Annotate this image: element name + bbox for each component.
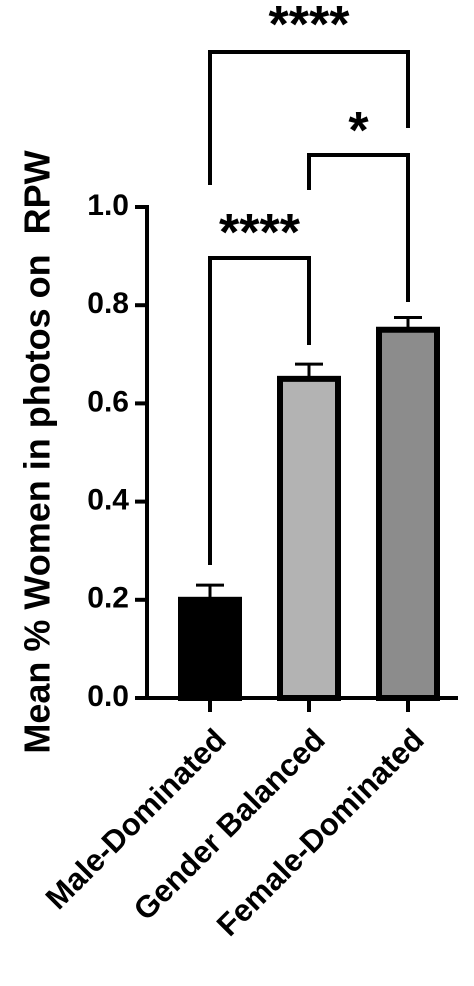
x-tick-label: Male-Dominated	[39, 722, 233, 916]
y-axis-label: Mean % Women in photos on RPW	[17, 150, 58, 753]
y-tick-label: 0.6	[87, 385, 129, 418]
y-tick-label: 0.2	[87, 582, 129, 615]
significance-bracket	[208, 50, 410, 185]
significance-bracket	[307, 153, 410, 302]
bar	[277, 375, 341, 701]
y-tick-label: 0.0	[87, 680, 129, 713]
bar	[376, 326, 440, 701]
bar	[178, 596, 242, 701]
y-tick-label: 1.0	[87, 189, 129, 222]
significance-label: ****	[219, 204, 301, 262]
x-tick-label: Gender Balanced	[127, 722, 332, 927]
significance-bracket	[208, 256, 311, 565]
significance-label: *	[348, 102, 369, 160]
significance-label: ****	[269, 0, 351, 54]
y-tick-label: 0.4	[87, 484, 129, 517]
y-tick-label: 0.8	[87, 287, 129, 320]
